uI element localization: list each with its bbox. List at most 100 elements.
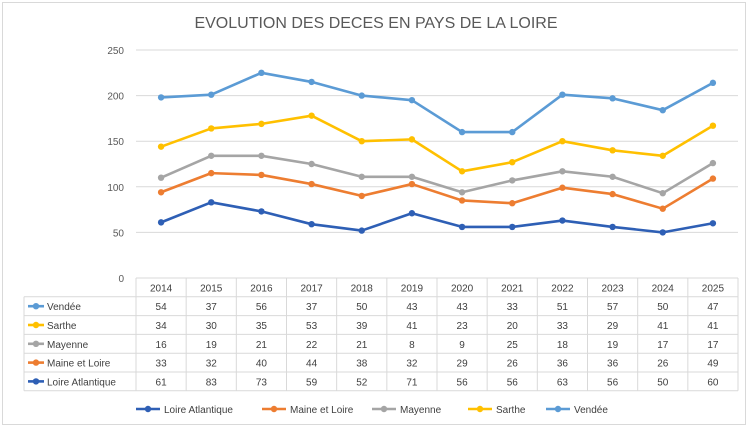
data-point-maine-et-loire-2016 <box>258 171 265 179</box>
x-tick-label-2016: 2016 <box>250 283 273 294</box>
data-point-sarthe-2022 <box>559 138 566 145</box>
legend-marker-loire-atlantique <box>144 405 152 413</box>
data-label-loire-atlantique-2015: 83 <box>206 377 218 388</box>
data-point-vend-e-2016 <box>258 69 265 77</box>
series-sarthe <box>157 112 717 175</box>
data-point-loire-atlantique-2017 <box>308 220 315 228</box>
data-point-maine-et-loire-2018 <box>358 192 365 200</box>
series-line-maine-et-loire <box>160 171 714 210</box>
data-point-vend-e-2021 <box>509 128 516 136</box>
data-label-vend-e-2022: 51 <box>557 302 569 313</box>
data-point-loire-atlantique-2020 <box>458 223 466 231</box>
data-point-vend-e-2024 <box>659 106 666 114</box>
data-point-maine-et-loire-2025 <box>709 175 717 182</box>
data-label-mayenne-2021: 25 <box>507 340 519 351</box>
data-label-mayenne-2018: 21 <box>356 340 368 351</box>
x-tick-label-2015: 2015 <box>200 283 223 294</box>
data-label-vend-e-2020: 43 <box>457 302 469 313</box>
data-label-mayenne-2025: 17 <box>707 340 719 351</box>
legend-marker-vend-e <box>554 405 562 413</box>
legend-item-maine-et-loire: Maine et Loire <box>262 405 354 416</box>
data-point-loire-atlantique-2023 <box>609 223 616 231</box>
data-label-loire-atlantique-2016: 73 <box>256 377 268 388</box>
x-tick-label-2022: 2022 <box>551 283 574 294</box>
data-point-vend-e-2025 <box>709 79 717 87</box>
legend-item-loire-atlantique: Loire Atlantique <box>136 405 233 416</box>
data-label-sarthe-2019: 41 <box>406 321 418 332</box>
table-key-marker-sarthe <box>32 321 40 329</box>
data-table: 2014 2015 2016 2017 2018 2019 2020 2021 2022 2023… <box>23 277 739 392</box>
data-point-loire-atlantique-2019 <box>408 210 416 217</box>
data-label-sarthe-2015: 30 <box>206 321 218 332</box>
data-point-vend-e-2018 <box>358 92 365 99</box>
data-point-maine-et-loire-2020 <box>458 197 466 204</box>
series-line-vend-e <box>161 71 714 134</box>
data-label-vend-e-2021: 33 <box>507 302 519 313</box>
y-tick-label-100: 100 <box>107 183 124 194</box>
table-row-label-vend-e: Vendée <box>47 302 81 313</box>
data-label-mayenne-2023: 19 <box>607 340 619 351</box>
data-point-loire-atlantique-2025 <box>709 220 717 227</box>
data-label-vend-e-2014: 54 <box>156 302 168 313</box>
y-axis-ticks: 0 50 100 150 200 250 <box>107 46 124 285</box>
y-tick-label-250: 250 <box>107 46 124 57</box>
data-point-mayenne-2017 <box>308 160 315 168</box>
data-label-loire-atlantique-2018: 52 <box>356 377 368 388</box>
data-label-sarthe-2021: 20 <box>507 321 519 332</box>
data-label-sarthe-2018: 39 <box>356 321 368 332</box>
data-point-vend-e-2017 <box>308 78 315 86</box>
y-tick-label-0: 0 <box>118 274 124 285</box>
data-label-vend-e-2015: 37 <box>206 302 218 313</box>
data-point-sarthe-2024 <box>659 152 666 159</box>
data-label-sarthe-2016: 35 <box>256 321 268 332</box>
data-point-maine-et-loire-2015 <box>208 169 215 177</box>
data-point-sarthe-2019 <box>408 136 416 143</box>
gridlines <box>136 49 738 279</box>
data-label-maine-et-loire-2015: 32 <box>206 359 218 370</box>
legend-item-mayenne: Mayenne <box>372 405 442 416</box>
data-point-loire-atlantique-2014 <box>157 219 165 226</box>
data-point-mayenne-2024 <box>659 189 666 197</box>
data-label-vend-e-2016: 56 <box>256 302 268 313</box>
data-point-loire-atlantique-2022 <box>559 217 566 224</box>
data-label-maine-et-loire-2016: 40 <box>256 359 268 370</box>
x-tick-label-2020: 2020 <box>451 283 474 294</box>
data-point-loire-atlantique-2021 <box>509 223 516 231</box>
data-point-vend-e-2014 <box>157 94 165 101</box>
data-label-mayenne-2022: 18 <box>557 340 569 351</box>
data-label-vend-e-2019: 43 <box>406 302 418 313</box>
data-label-maine-et-loire-2024: 26 <box>657 359 669 370</box>
chart-frame <box>2 2 746 425</box>
x-tick-label-2021: 2021 <box>501 283 524 294</box>
data-point-vend-e-2020 <box>458 128 466 136</box>
data-label-vend-e-2018: 50 <box>356 302 368 313</box>
data-label-sarthe-2023: 29 <box>607 321 619 332</box>
series-maine-et-loire <box>157 169 717 212</box>
data-point-loire-atlantique-2016 <box>258 208 265 215</box>
data-label-sarthe-2014: 34 <box>156 321 168 332</box>
data-point-mayenne-2016 <box>258 152 265 159</box>
data-label-maine-et-loire-2019: 32 <box>406 359 418 370</box>
data-point-mayenne-2019 <box>408 173 416 180</box>
data-label-mayenne-2015: 19 <box>206 340 218 351</box>
chart-title: EVOLUTION DES DECES EN PAYS DE LA LOIRE <box>194 15 557 32</box>
data-label-sarthe-2022: 33 <box>557 321 569 332</box>
data-label-mayenne-2019: 8 <box>409 340 415 351</box>
data-point-mayenne-2025 <box>709 159 717 167</box>
data-point-loire-atlantique-2018 <box>358 227 365 234</box>
data-point-mayenne-2023 <box>609 173 616 180</box>
data-point-sarthe-2021 <box>509 158 516 166</box>
data-point-loire-atlantique-2024 <box>659 229 666 236</box>
data-label-mayenne-2016: 21 <box>256 340 268 351</box>
table-row-label-mayenne: Mayenne <box>47 340 89 351</box>
data-label-loire-atlantique-2025: 60 <box>707 377 719 388</box>
data-label-loire-atlantique-2020: 56 <box>457 377 469 388</box>
legend-label-mayenne: Mayenne <box>400 405 442 416</box>
data-label-maine-et-loire-2025: 49 <box>707 359 719 370</box>
legend-marker-sarthe <box>476 405 484 413</box>
x-tick-label-2023: 2023 <box>601 283 624 294</box>
data-point-sarthe-2015 <box>208 125 215 132</box>
data-label-maine-et-loire-2020: 29 <box>457 359 469 370</box>
legend-item-sarthe: Sarthe <box>468 405 526 416</box>
